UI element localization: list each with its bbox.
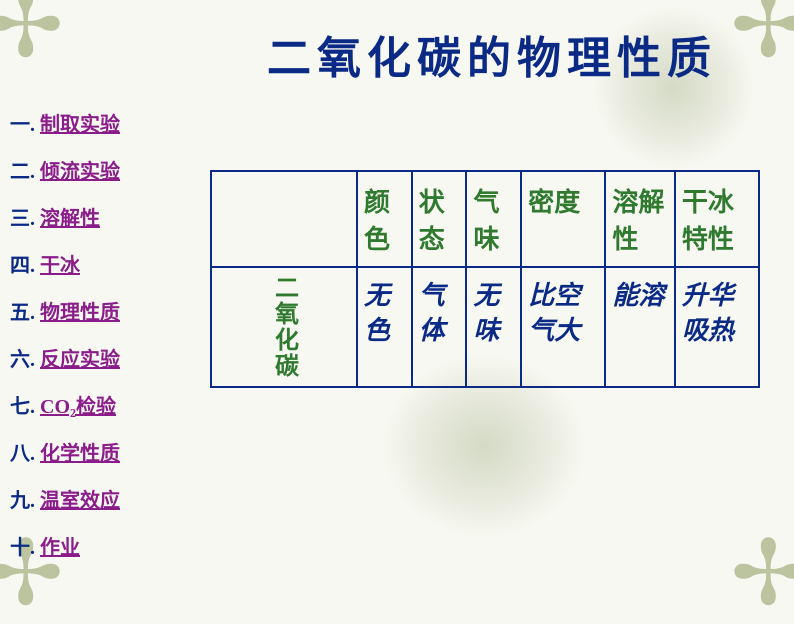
col-solub: 溶解性 (605, 171, 674, 267)
nav-item-10[interactable]: 十. 作业 (10, 531, 200, 560)
nav-item-2[interactable]: 二. 倾流实验 (10, 155, 200, 184)
nav-item-4[interactable]: 四. 干冰 (10, 249, 200, 278)
nav-number: 一. (10, 114, 35, 136)
nav-link-solubility[interactable]: 溶解性 (40, 208, 100, 230)
sidebar-nav: 一. 制取实验 二. 倾流实验 三. 溶解性 四. 干冰 五. 物理性质 六. … (10, 108, 200, 578)
nav-link-reaction[interactable]: 反应实验 (40, 349, 120, 371)
col-dryice: 干冰特性 (675, 171, 759, 267)
val-solub: 能溶 (605, 267, 674, 387)
table-corner-blank (211, 171, 357, 267)
page-title: 二氧化碳的物理性质 (230, 22, 754, 86)
nav-number: 六. (10, 349, 35, 371)
val-smell: 无味 (466, 267, 521, 387)
table-row: 二氧化碳 无色 气体 无味 比空气大 能溶 升华吸热 (211, 267, 759, 387)
nav-item-8[interactable]: 八. 化学性质 (10, 437, 200, 466)
nav-item-7[interactable]: 七. CO₂检验 (10, 390, 200, 419)
val-density: 比空气大 (521, 267, 605, 387)
nav-link-pouring[interactable]: 倾流实验 (40, 161, 120, 183)
nav-number: 十. (10, 537, 35, 559)
nav-item-1[interactable]: 一. 制取实验 (10, 108, 200, 137)
nav-link-homework[interactable]: 作业 (40, 537, 80, 559)
table-header-row: 颜色 状态 气味 密度 溶解性 干冰特性 (211, 171, 759, 267)
val-color: 无色 (357, 267, 412, 387)
col-color: 颜色 (357, 171, 412, 267)
nav-link-preparation[interactable]: 制取实验 (40, 114, 120, 136)
nav-item-6[interactable]: 六. 反应实验 (10, 343, 200, 372)
nav-item-3[interactable]: 三. 溶解性 (10, 202, 200, 231)
val-dryice: 升华吸热 (675, 267, 759, 387)
corner-flourish-bottom-right: ✢ (731, 530, 794, 620)
nav-number: 九. (10, 490, 35, 512)
nav-number: 七. (10, 396, 35, 418)
properties-table: 颜色 状态 气味 密度 溶解性 干冰特性 二氧化碳 无色 气体 无味 比空气大 … (210, 170, 760, 388)
nav-link-greenhouse[interactable]: 温室效应 (40, 490, 120, 512)
corner-flourish-top-left: ✢ (0, 0, 63, 72)
nav-link-co2-test[interactable]: CO₂检验 (40, 396, 116, 418)
nav-link-dryice[interactable]: 干冰 (40, 255, 80, 277)
nav-number: 二. (10, 161, 35, 183)
nav-link-chemical[interactable]: 化学性质 (40, 443, 120, 465)
row-label-co2: 二氧化碳 (211, 267, 357, 387)
nav-number: 四. (10, 255, 35, 277)
nav-number: 五. (10, 302, 35, 324)
col-state: 状态 (412, 171, 467, 267)
col-density: 密度 (521, 171, 605, 267)
col-smell: 气味 (466, 171, 521, 267)
nav-number: 八. (10, 443, 35, 465)
val-state: 气体 (412, 267, 467, 387)
nav-item-5[interactable]: 五. 物理性质 (10, 296, 200, 325)
nav-item-9[interactable]: 九. 温室效应 (10, 484, 200, 513)
nav-link-physical[interactable]: 物理性质 (40, 302, 120, 324)
nav-number: 三. (10, 208, 35, 230)
